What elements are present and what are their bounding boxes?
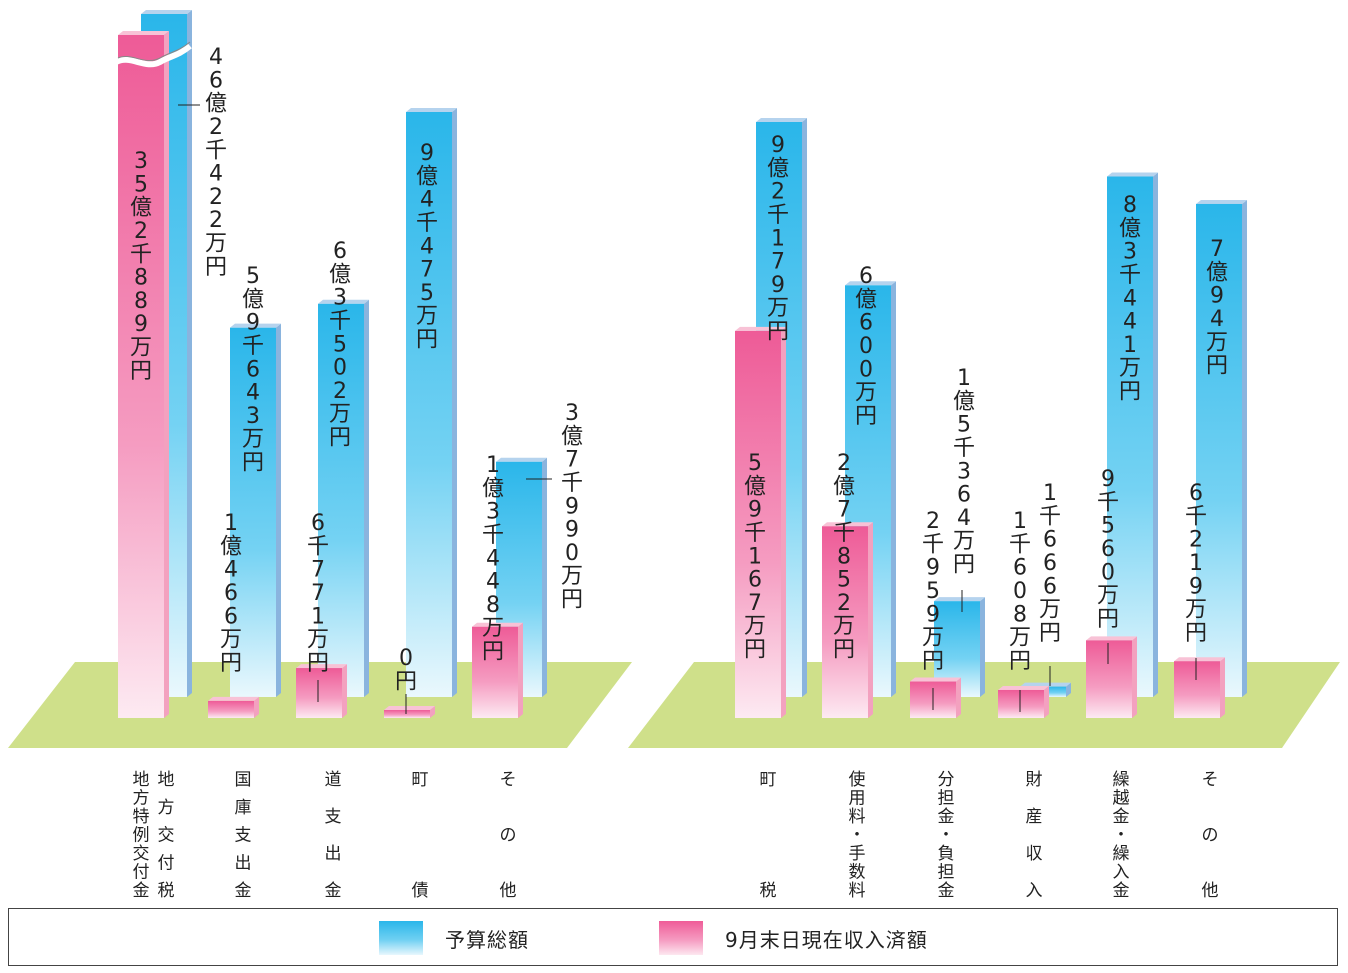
category-label-道支出金: 道支出金: [325, 770, 342, 901]
label-received-地方特例交付金: 3 5 億 2 千 8 8 9 万円: [130, 149, 152, 384]
label-budget-その他-right: 7 億 9 4 万円: [1206, 237, 1228, 379]
label-received-分担金負担金: 2 千 9 5 9 万円: [922, 509, 944, 674]
bar-received-その他: [1174, 657, 1225, 718]
bar-budget-繰越金・繰入金: [1107, 172, 1158, 697]
axis-break-line-1: [117, 41, 191, 62]
label-received-国庫支出金: 1 億 4 6 6 万円: [220, 511, 242, 676]
legend-label-received: 9月末日現在収入済額: [725, 927, 928, 952]
bar-received-使用料・手数料: [822, 522, 873, 718]
bar-received-道支出金: [296, 664, 347, 718]
bar-received-国庫支出金: [208, 696, 259, 718]
label-budget-使用料手数料: 6 億 6 0 0 万円: [855, 264, 877, 429]
bar-budget-町債: [406, 108, 457, 697]
legend: 予算総額 9月末日現在収入済額: [8, 908, 1338, 966]
label-received-道支出金: 6 千 7 7 1 万円: [307, 511, 329, 676]
label-budget-繰越金繰入金: 8 億 3 千 4 4 1 万円: [1119, 193, 1141, 405]
category-label-地方特例交付金: 地方特例交付金: [133, 770, 150, 901]
label-budget-町税: 9 億 2 千 1 7 9 万円: [767, 133, 789, 345]
legend-swatch-received: [659, 921, 703, 955]
label-received-その他-right: 6 千 2 1 9 万円: [1185, 481, 1207, 646]
label-budget-財産収入: 1 千 6 6 6 万円: [1039, 481, 1061, 646]
label-budget-道支出金: 6 億 3 千 5 0 2 万円: [329, 239, 351, 451]
legend-swatch-budget: [379, 921, 423, 955]
bar-received-その他: [472, 622, 523, 718]
label-budget-その他-left: 3 億 7 千 9 9 0 万円: [561, 401, 583, 613]
legend-label-budget: 予算総額: [445, 927, 529, 952]
bar-received-財産収入: [998, 685, 1049, 718]
bar-received-町税: [735, 326, 786, 718]
bar-received-地方特例交付金: [118, 31, 169, 718]
label-budget-国庫支出金: 5 億 9 千 6 4 3 万円: [242, 264, 264, 476]
category-label-町債: 町債: [412, 770, 429, 901]
category-label-財産収入: 財産収入: [1026, 770, 1043, 901]
label-received-使用料手数料: 2 億 7 千 8 5 2 万円: [833, 451, 855, 663]
label-budget-町債: 9 億 4 千 4 7 5 万円: [416, 141, 438, 353]
label-received-繰越金繰入金: 9 千 5 6 0 万円: [1097, 467, 1119, 632]
label-budget-地方交付税: 4 6 億 2 千 4 2 2 万円: [205, 45, 227, 280]
axis-break-mark: [114, 43, 192, 68]
bar-received-繰越金・繰入金: [1086, 636, 1137, 718]
bar-received-町債: [384, 706, 435, 718]
label-received-財産収入: 1 千 6 0 8 万円: [1009, 509, 1031, 674]
label-received-町税: 5 億 9 千 1 6 7 万円: [744, 451, 766, 663]
bar-budget-その他: [1196, 199, 1247, 697]
bar-budget-道支出金: [318, 299, 369, 697]
label-received-その他-left: 1 億 3 千 4 4 8 万円: [482, 453, 504, 665]
category-label-使用料手数料: 使用料・手数料: [849, 769, 866, 901]
category-label-国庫支出金: 国庫支出金: [235, 770, 252, 901]
category-label-繰越金繰入金: 繰越金・繰入金: [1113, 770, 1130, 901]
category-label-地方交付税: 地方交付税: [158, 770, 175, 901]
category-label-分担金負担金: 分担金・負担金: [938, 770, 955, 901]
legend-item-budget: 予算総額: [379, 921, 529, 955]
legend-item-received: 9月末日現在収入済額: [659, 921, 928, 955]
bar-budget-国庫支出金: [230, 323, 281, 697]
category-label-町税: 町税: [760, 770, 777, 901]
category-label-その他-left: その他: [500, 770, 517, 901]
bar-received-分担金・負担金: [910, 677, 961, 718]
label-budget-分担金負担金: 1 億 5 千 3 6 4 万円: [953, 366, 975, 578]
category-label-その他-right: その他: [1202, 770, 1219, 901]
